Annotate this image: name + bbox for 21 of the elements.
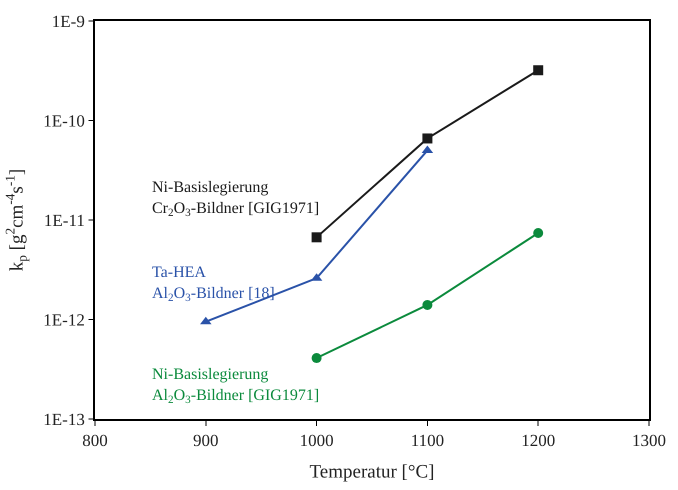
x-tick-label: 900 [193,431,219,450]
x-tick-label: 1300 [632,431,666,450]
x-tick-label: 800 [82,431,108,450]
y-tick-label: 1E-11 [44,210,85,230]
point [533,228,544,238]
point [312,232,322,242]
series-label: Ni-Basislegierung Cr$_{2}$O$_{3}$-Bildner [GIG1971] [152,179,320,220]
point [533,65,544,76]
x-tick-label: 1200 [521,431,556,450]
series-label: Ta-HEA Al$_{2}$O$_{3}$-Bildner [18] [152,264,275,304]
y-tick-label: 1E-10 [43,111,85,130]
x-tick-label: 1100 [410,431,444,450]
point [312,353,322,364]
point [422,300,432,310]
series-label: Ni-Basislegierung Al$_{2}$O$_{3}$-Bildner [GIG1971] [152,366,320,406]
y-tick-label: 1E-12 [43,310,85,330]
y-tick-label: 1E-13 [43,410,85,429]
x-tick-label: 1000 [300,431,334,450]
point [422,133,432,144]
x-axis-title: Temperatur [°C] [310,461,434,482]
y-tick-label: 1E-9 [52,12,85,31]
